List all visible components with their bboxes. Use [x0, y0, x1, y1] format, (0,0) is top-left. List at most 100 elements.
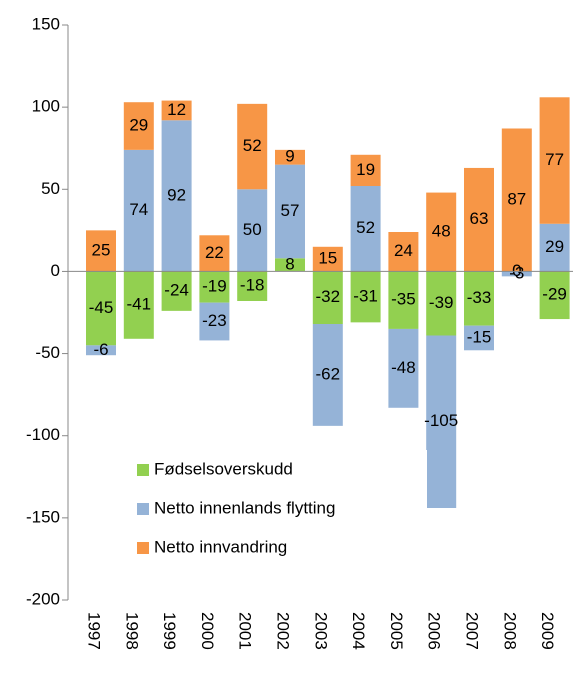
data-label: 50: [243, 220, 262, 239]
bar-segment: [237, 271, 268, 301]
data-label: 0: [512, 261, 521, 280]
data-label: 24: [394, 241, 413, 260]
x-tick-label: 2006: [425, 612, 444, 650]
legend-label: Netto innenlands flytting: [154, 498, 335, 517]
x-tick-label: 2005: [387, 612, 406, 650]
bar-segment: [350, 154, 381, 186]
x-tick-label: 2003: [311, 612, 330, 650]
x-tick-group: 2007: [463, 612, 482, 650]
data-label: -3: [509, 263, 524, 282]
data-label: 52: [356, 218, 375, 237]
bar-segment: [539, 271, 570, 320]
data-label: -41: [127, 295, 152, 314]
bar-segment: [464, 271, 494, 326]
bar-segment: [312, 246, 343, 272]
x-tick-label: 1998: [122, 612, 141, 650]
data-label: 52: [243, 136, 262, 155]
x-tick-group: 1998: [122, 612, 141, 650]
bar-segment: [123, 271, 154, 339]
x-tick-group: 2004: [349, 612, 368, 650]
data-label: -33: [467, 288, 492, 307]
bar-segment: [350, 271, 381, 323]
legend-swatch: [137, 542, 149, 554]
data-label: -39: [429, 293, 454, 312]
data-label: -23: [202, 311, 227, 330]
data-label: -24: [164, 281, 189, 300]
x-tick-label: 2008: [500, 612, 519, 650]
bar-segment: [275, 164, 305, 259]
legend-swatch: [137, 464, 149, 476]
x-tick-label: 2004: [349, 612, 368, 650]
data-label: 77: [545, 150, 564, 169]
bar-segment: [123, 102, 154, 150]
bar-segment: [312, 324, 343, 426]
bar-segment: [350, 186, 381, 272]
x-tick-group: 1999: [160, 612, 179, 650]
data-label: 87: [507, 189, 526, 208]
bar-segment: [539, 97, 570, 224]
data-label: 12: [167, 100, 186, 119]
bar-segment: [161, 271, 192, 311]
y-tick-label: 50: [41, 179, 60, 198]
bar-segment: [123, 149, 154, 272]
bar-segment: [161, 100, 192, 121]
x-tick-label: 2009: [538, 612, 557, 650]
bar-segment: [388, 271, 419, 329]
x-tick-label: 2007: [463, 612, 482, 650]
bar-segment: [275, 258, 305, 272]
bar-segment: [275, 149, 305, 165]
legend: Fødselsoverskudd Netto innenlands flyttin…: [125, 450, 427, 570]
data-label: -48: [391, 358, 416, 377]
bar-segment: [86, 271, 116, 346]
data-label: 8: [285, 254, 294, 273]
data-label: 9: [285, 147, 294, 166]
data-label: 63: [470, 209, 489, 228]
y-tick-label: -50: [35, 343, 60, 362]
data-label: -19: [202, 277, 227, 296]
bar-segment: [199, 271, 230, 303]
x-tick-group: 2005: [387, 612, 406, 650]
data-label: -29: [542, 285, 567, 304]
bar-segment: [199, 235, 230, 272]
bar-segment: [501, 128, 532, 272]
data-label: -6: [93, 340, 108, 359]
bar-segment: [237, 189, 268, 272]
data-label: 15: [318, 249, 337, 268]
legend-label: Netto innvandring: [154, 537, 287, 556]
bar-segment: [161, 120, 192, 272]
y-tick-label: 100: [32, 97, 60, 116]
x-tick-label: 1999: [160, 612, 179, 650]
data-label: 19: [356, 160, 375, 179]
x-tick-group: 2001: [236, 612, 255, 650]
bar-segment: [237, 103, 268, 190]
y-tick-label: 150: [32, 14, 60, 33]
x-tick-group: 2000: [198, 612, 217, 650]
bar-segment: [426, 192, 457, 272]
bar-segment: [199, 302, 230, 341]
x-tick-label: 2001: [236, 612, 255, 650]
y-tick-label: -200: [26, 589, 60, 608]
data-label: -18: [240, 276, 265, 295]
bar-segment: [312, 271, 343, 324]
data-label: 48: [432, 221, 451, 240]
x-tick-group: 1997: [85, 612, 104, 650]
bar-segment: [426, 335, 457, 508]
x-tick-label: 2000: [198, 612, 217, 650]
x-tick-group: 2003: [311, 612, 330, 650]
data-label: -45: [89, 298, 114, 317]
data-label: -31: [353, 286, 378, 305]
data-label: 74: [129, 200, 148, 219]
bar-segment: [426, 271, 457, 336]
bar-segment: [501, 271, 532, 277]
data-label: 92: [167, 185, 186, 204]
bar-segment: [388, 328, 419, 408]
legend-box: [125, 450, 427, 570]
x-tick-group: 2009: [538, 612, 557, 650]
y-tick-label: -150: [26, 507, 60, 526]
data-label: -35: [391, 290, 416, 309]
data-label: 25: [92, 240, 111, 259]
x-tick-label: 2002: [274, 612, 293, 650]
x-tick-label: 1997: [85, 612, 104, 650]
bar-segment: [464, 167, 494, 272]
